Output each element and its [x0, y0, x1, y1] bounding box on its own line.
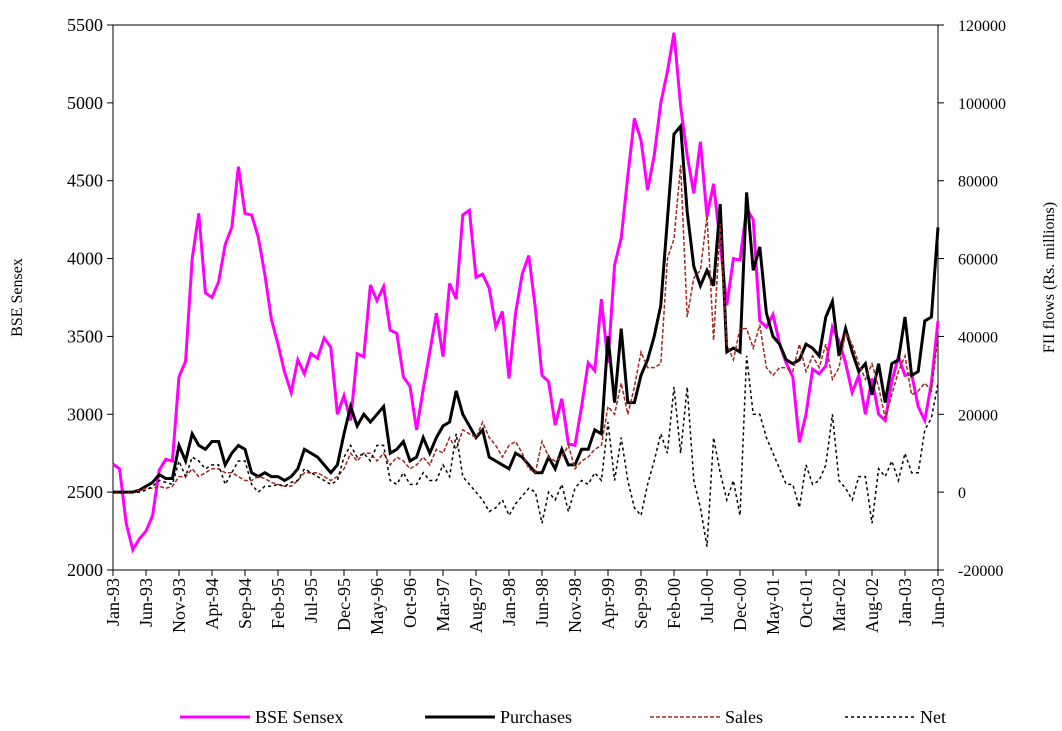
x-tick-label: Feb-00: [664, 578, 684, 629]
series-line: [112, 32, 940, 554]
legend-label: Net: [920, 707, 946, 727]
y2-tick-label: 20000: [958, 407, 998, 424]
y2-axis-title: FII flows (Rs. millions): [1041, 202, 1058, 353]
x-tick-label: Aug-02: [862, 578, 882, 633]
y-axis-title: BSE Sensex: [9, 258, 26, 337]
x-tick-label: Jun-03: [928, 578, 948, 627]
x-tick-label: Jan-03: [895, 578, 915, 626]
y2-tick-label: -20000: [958, 563, 1003, 580]
x-tick-label: Jan-93: [103, 578, 123, 626]
x-tick-label: Jun-93: [136, 578, 156, 627]
x-tick-label: Nov-93: [169, 578, 189, 633]
y2-tick-label: 40000: [958, 329, 998, 346]
legend-label: Sales: [725, 707, 763, 727]
x-tick-label: Dec-00: [730, 578, 750, 631]
x-tick-label: Apr-94: [202, 578, 222, 630]
y-tick-label: 2500: [67, 482, 103, 502]
x-tick-label: Jul-95: [301, 578, 321, 623]
x-tick-label: Mar-97: [433, 578, 453, 632]
series-line: [113, 165, 939, 493]
y-tick-label: 5000: [67, 93, 103, 113]
y2-tick-label: 120000: [958, 18, 1006, 35]
x-tick-label: Jun-98: [532, 578, 552, 627]
legend-label: Purchases: [500, 707, 572, 727]
y-tick-label: 5500: [67, 15, 103, 35]
y-tick-label: 4500: [67, 171, 103, 191]
plot-area: [112, 24, 939, 571]
x-tick-label: Mar-02: [829, 578, 849, 632]
y-tick-label: 4000: [67, 249, 103, 269]
y-tick-label: 3500: [67, 326, 103, 346]
y-tick-label: 3000: [67, 404, 103, 424]
legend-label: BSE Sensex: [255, 707, 344, 727]
x-tick-label: Oct-01: [796, 578, 816, 628]
x-tick-label: May-96: [367, 578, 387, 635]
x-tick-label: Feb-95: [268, 578, 288, 629]
y2-tick-label: 60000: [958, 252, 998, 269]
series-line: [113, 355, 939, 547]
y2-tick-label: 80000: [958, 174, 998, 191]
y-tick-label: 2000: [67, 560, 103, 580]
x-tick-label: Jan-98: [499, 578, 519, 626]
x-tick-label: Apr-99: [598, 578, 618, 630]
y2-tick-label: 100000: [958, 96, 1006, 113]
x-tick-label: Jul-00: [697, 578, 717, 623]
x-tick-label: May-01: [763, 578, 783, 635]
x-tick-label: Dec-95: [334, 578, 354, 631]
x-tick-label: Oct-96: [400, 578, 420, 628]
x-tick-label: Aug-97: [466, 578, 486, 633]
x-tick-label: Sep-94: [235, 578, 255, 629]
y2-tick-label: 0: [958, 485, 966, 502]
x-tick-label: Sep-99: [631, 578, 651, 629]
x-tick-label: Nov-98: [565, 578, 585, 633]
